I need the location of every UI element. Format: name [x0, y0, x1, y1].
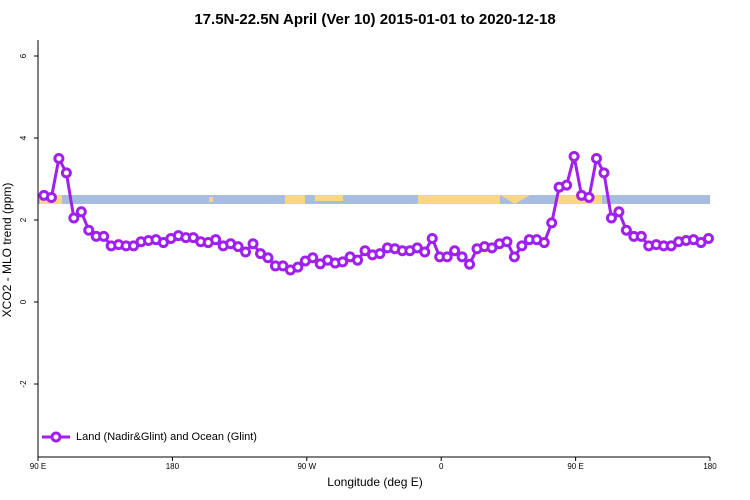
y-tick-label: 2 [19, 217, 28, 222]
point [352, 254, 364, 266]
chart-title: 17.5N-22.5N April (Ver 10) 2015-01-01 to… [194, 11, 555, 28]
point [441, 251, 453, 263]
point [75, 206, 87, 218]
legend-marker [50, 431, 62, 443]
x-tick-label: 180 [166, 462, 180, 471]
point [561, 179, 573, 191]
point [635, 230, 647, 242]
point [508, 251, 520, 263]
x-tick-label: 180 [703, 462, 717, 471]
x-tick-label: 0 [439, 462, 444, 471]
point [83, 224, 95, 236]
point [703, 232, 715, 244]
point [538, 237, 550, 249]
point [374, 248, 386, 260]
x-axis-label: Longitude (deg E) [327, 475, 422, 489]
point [464, 258, 476, 270]
point [247, 238, 259, 250]
x-tick-label: 90 E [30, 462, 46, 471]
point [240, 246, 252, 258]
x-tick-label: 90 W [297, 462, 316, 471]
x-tick-label: 90 E [567, 462, 583, 471]
point [60, 167, 72, 179]
point [292, 261, 304, 273]
point [501, 236, 513, 248]
y-tick-label: 6 [19, 53, 28, 58]
point [68, 212, 80, 224]
legend-label: Land (Nadir&Glint) and Ocean (Glint) [76, 431, 257, 443]
point [307, 252, 319, 264]
y-axis-label: XCO2 - MLO trend (ppm) [0, 183, 14, 318]
point [516, 240, 528, 252]
point [568, 150, 580, 162]
point [613, 206, 625, 218]
legend: Land (Nadir&Glint) and Ocean (Glint) [42, 431, 257, 443]
point [426, 232, 438, 244]
axes: -2 0 2 4 6 90 E 180 90 W 0 90 E 180 [19, 40, 717, 471]
point [210, 234, 222, 246]
point [98, 230, 110, 242]
point [620, 224, 632, 236]
point [598, 167, 610, 179]
point [337, 256, 349, 268]
y-tick-label: -2 [19, 380, 28, 388]
point [53, 152, 65, 164]
point [45, 191, 57, 203]
point [605, 212, 617, 224]
point [262, 252, 274, 264]
point [419, 246, 431, 258]
point [449, 245, 461, 257]
point [232, 241, 244, 253]
point [456, 251, 468, 263]
point [546, 217, 558, 229]
point [583, 191, 595, 203]
y-tick-label: 0 [19, 299, 28, 304]
point [591, 152, 603, 164]
y-tick-label: 4 [19, 135, 28, 140]
